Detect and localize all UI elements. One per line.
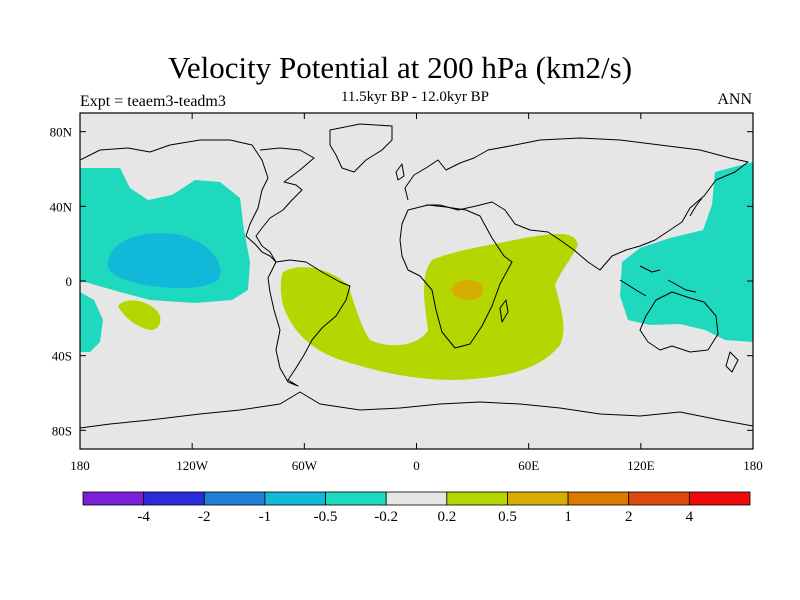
colorbar-swatch xyxy=(203,491,266,506)
x-tick-label: 0 xyxy=(413,458,420,473)
colorbar-label: -2 xyxy=(198,509,211,525)
coastline-south-america xyxy=(267,259,351,387)
colorbar-swatch xyxy=(688,491,751,506)
colorbar-label: -0.2 xyxy=(374,509,399,525)
x-tick-label: 180 xyxy=(70,458,90,473)
green-region-africa-south-america xyxy=(280,233,578,380)
y-tick-label: 80N xyxy=(50,125,73,140)
coastline-madagascar xyxy=(499,299,509,323)
colorbar-label: 0.5 xyxy=(498,509,517,525)
coastline-new-zealand xyxy=(725,351,739,373)
x-tick-label: 180 xyxy=(743,458,763,473)
coastline-north-america xyxy=(80,139,315,263)
x-axis-labels: 180 120W 60W 0 60E 120E 180 xyxy=(70,458,763,473)
colorbar-label: 4 xyxy=(685,509,694,525)
coastlines xyxy=(80,123,753,429)
cyan-region-west-pacific xyxy=(620,162,753,342)
y-tick-label: 0 xyxy=(66,274,73,289)
colorbar-swatch xyxy=(143,491,205,506)
colorbar-swatch xyxy=(82,491,145,506)
x-tick-label: 60W xyxy=(292,458,318,473)
x-tick-label: 120E xyxy=(627,458,655,473)
colorbar xyxy=(82,491,751,506)
coastline-australia xyxy=(639,291,719,353)
coastline-antarctica xyxy=(80,391,753,429)
coastline-africa xyxy=(399,204,513,349)
colorbar-swatch xyxy=(507,491,569,506)
x-tick-label: 120W xyxy=(176,458,209,473)
blue-region-central-pacific xyxy=(107,233,221,289)
x-tick-label: 60E xyxy=(518,458,539,473)
colorbar-swatch xyxy=(264,491,326,506)
map-subtitle: 11.5kyr BP - 12.0kyr BP xyxy=(340,89,490,105)
coastline-japan xyxy=(689,197,703,217)
colorbar-swatch xyxy=(325,491,387,506)
colorbar-label: -1 xyxy=(258,509,272,525)
y-tick-label: 40S xyxy=(52,349,72,364)
map-title: Velocity Potential at 200 hPa (km2/s) xyxy=(167,50,633,85)
orange-region-central-africa xyxy=(451,279,484,300)
coastline-europe-asia xyxy=(404,137,749,271)
season-label: ANN xyxy=(717,91,752,108)
colorbar-swatch xyxy=(628,491,690,506)
coastline-greenland xyxy=(329,123,393,173)
axis-ticks xyxy=(79,113,754,449)
colorbar-swatch xyxy=(567,491,630,506)
colorbar-label: -4 xyxy=(137,509,150,525)
y-tick-label: 40N xyxy=(50,199,73,214)
experiment-label: Expt = teaem3-teadm3 xyxy=(80,93,226,110)
cyan-region-south-pacific xyxy=(80,292,103,352)
colorbar-label: 0.2 xyxy=(437,509,457,525)
coastline-british-isles xyxy=(395,163,405,181)
green-region-south-pacific xyxy=(118,300,161,330)
plot-area xyxy=(80,113,753,449)
colorbar-swatch xyxy=(446,491,508,506)
colorbar-label: 1 xyxy=(564,509,572,525)
y-tick-label: 80S xyxy=(52,423,72,438)
colorbar-label: 2 xyxy=(624,509,633,525)
coastline-maritime-continent xyxy=(619,265,697,297)
y-axis-labels: 80N 40N 0 40S 80S xyxy=(50,125,73,439)
colorbar-label: -0.5 xyxy=(313,509,338,525)
colorbar-swatch xyxy=(385,491,448,506)
